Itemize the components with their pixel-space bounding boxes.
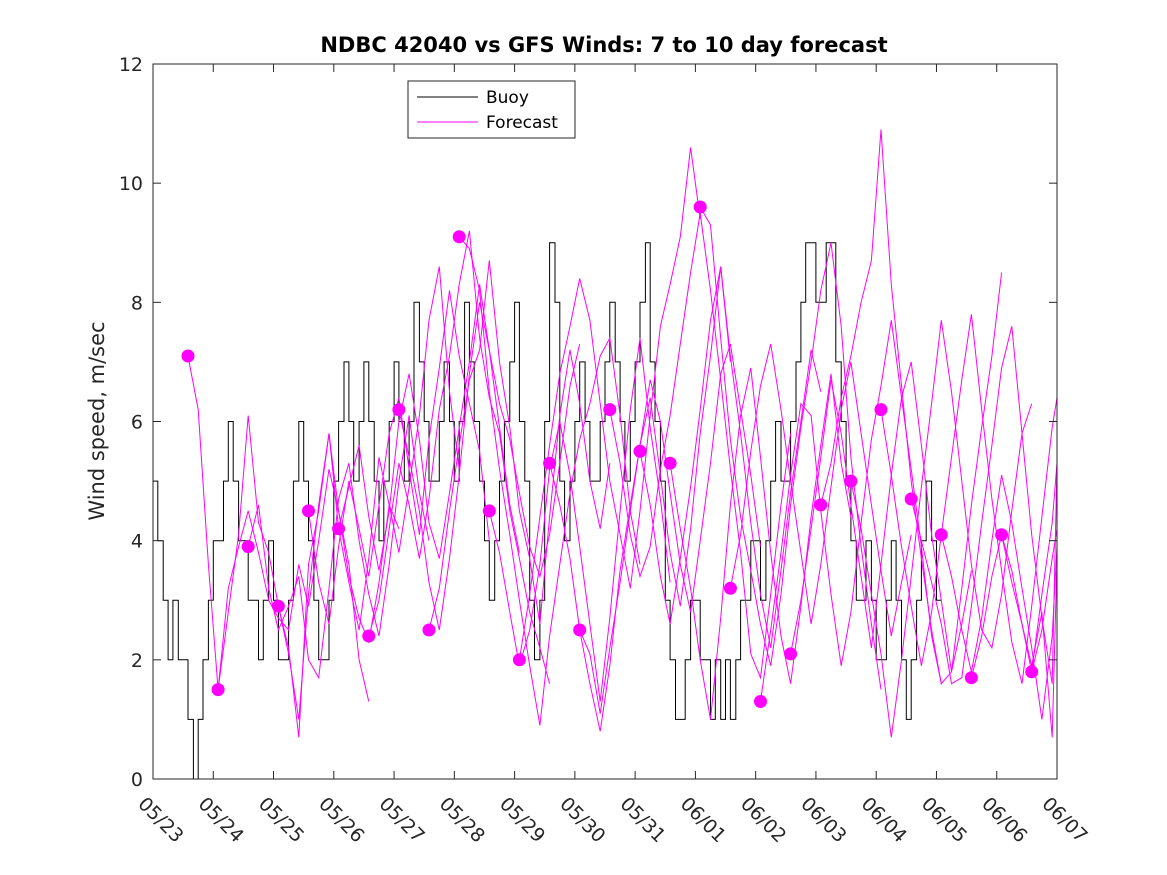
forecast-marker-point [452, 230, 466, 244]
buoy-series-line [153, 242, 942, 779]
forecast-marker-point [211, 683, 225, 697]
forecast-run-line-19 [729, 343, 912, 637]
legend-entry-forecast: Forecast [486, 113, 558, 133]
y-tick-label: 10 [119, 173, 143, 195]
forecast-run-line-27 [970, 534, 1057, 738]
forecast-marker-point [302, 504, 315, 518]
forecast-run-line-10 [458, 236, 641, 726]
forecast-run-line-12 [518, 147, 701, 660]
forecast-marker-point [723, 581, 737, 595]
y-tick-label: 4 [131, 531, 143, 553]
forecast-marker-point [422, 623, 436, 637]
forecast-marker-point [181, 349, 195, 363]
forecast-run-line-25 [910, 326, 1057, 685]
forecast-marker-point [482, 504, 496, 518]
forecast-run-line-20 [760, 320, 942, 702]
forecast-marker-point [241, 540, 255, 554]
forecast-run-line-3 [247, 415, 430, 680]
forecast-run-line-9 [428, 260, 611, 631]
forecast-marker-point [964, 671, 978, 685]
forecast-marker-point [814, 498, 828, 512]
y-axis-label: Wind speed, m/sec [85, 321, 109, 520]
forecast-run-line-4 [277, 266, 460, 738]
forecast-run-line-16 [639, 266, 822, 648]
forecast-marker-point [995, 528, 1009, 542]
forecast-run-line-21 [790, 361, 972, 672]
forecast-run-line-8 [398, 302, 581, 631]
forecast-marker-point [1025, 665, 1039, 679]
forecast-marker-point [271, 599, 285, 613]
forecast-marker-point [573, 623, 587, 637]
y-tick-label: 12 [119, 54, 143, 76]
forecast-marker-point [362, 629, 376, 643]
forecast-marker-point [754, 695, 767, 708]
forecast-run-line-18 [699, 206, 882, 690]
forecast-marker-point [874, 403, 888, 417]
y-tick-label: 8 [131, 292, 143, 314]
forecast-marker-point [934, 528, 948, 542]
forecast-run-line-7 [368, 230, 551, 684]
legend: Buoy Forecast [407, 80, 576, 139]
forecast-run-line-14 [579, 343, 761, 732]
legend-entry-buoy: Buoy [486, 88, 529, 108]
forecast-marker-point [904, 492, 918, 506]
forecast-marker-point [663, 456, 677, 470]
forecast-run-line-22 [820, 129, 1003, 685]
y-tick-label: 2 [131, 650, 143, 672]
forecast-run-line-26 [940, 474, 1057, 720]
chart-title: NDBC 42040 vs GFS Winds: 7 to 10 day for… [320, 33, 887, 57]
forecast-marker-point [844, 474, 858, 488]
forecast-run-line-17 [669, 367, 852, 720]
forecast-marker-point [512, 653, 526, 667]
forecast-marker-point [332, 522, 346, 536]
forecast-marker-point [633, 444, 647, 458]
forecast-run-line-23 [850, 320, 1033, 738]
forecast-marker-point [693, 200, 707, 214]
forecast-marker-point [543, 456, 557, 470]
data-layer [153, 129, 1057, 779]
y-tick-label: 6 [131, 412, 143, 434]
forecast-marker-point [392, 403, 406, 417]
forecast-run-line-24 [880, 314, 1057, 684]
legend-box [407, 80, 576, 139]
forecast-run-line-29 [1031, 528, 1057, 672]
forecast-run-line-5 [308, 290, 490, 625]
forecast-marker-point [784, 647, 798, 661]
forecast-marker-point [603, 403, 617, 417]
y-tick-label: 0 [131, 769, 143, 791]
